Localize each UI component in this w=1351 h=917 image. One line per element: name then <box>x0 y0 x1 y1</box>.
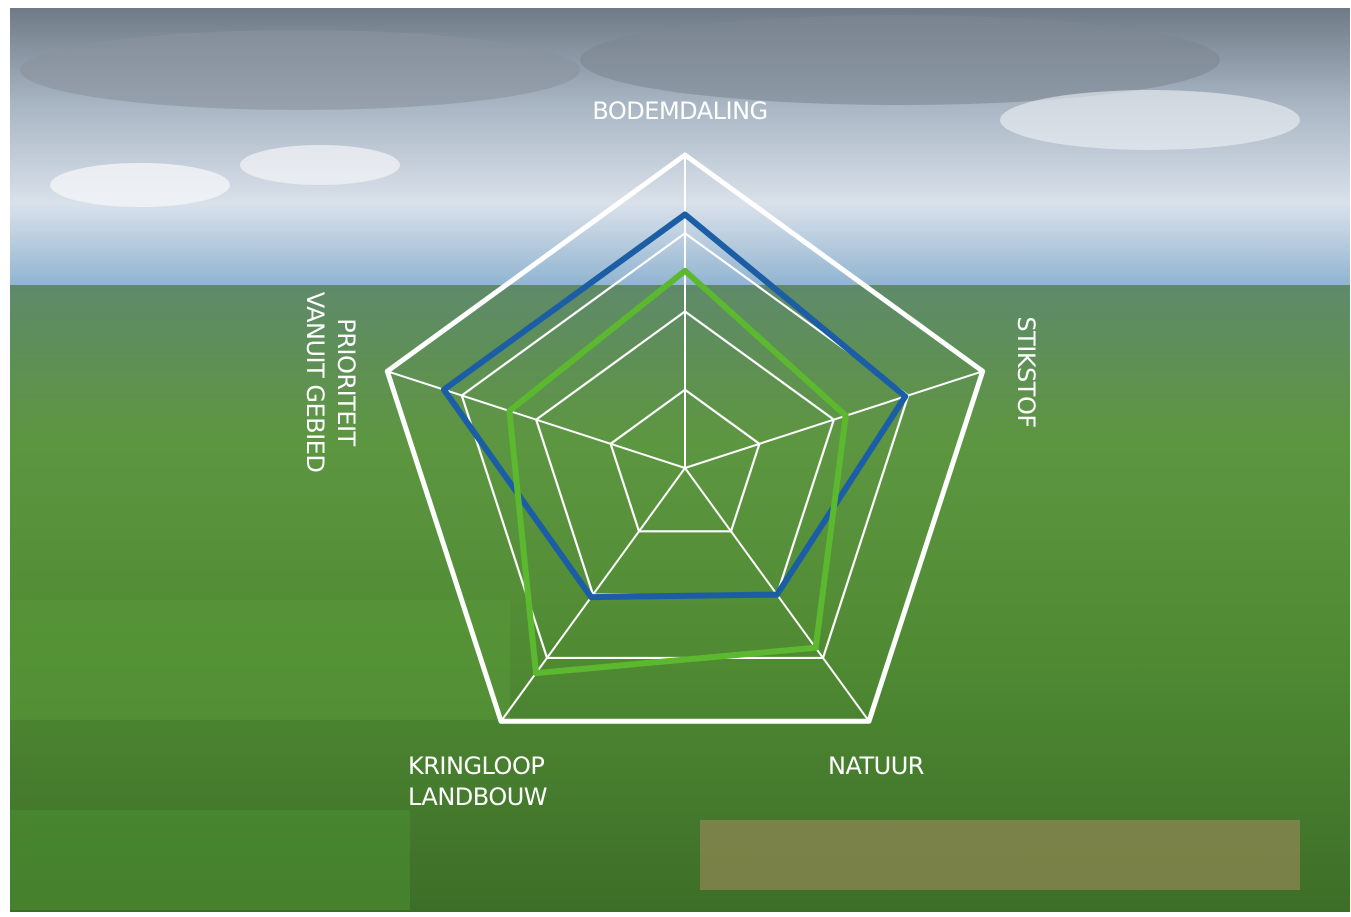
axis-label: BODEMDALING <box>592 97 767 125</box>
chart: BODEMDALINGSTIKSTOFNATUURKRINGLOOPLANDBO… <box>0 0 1351 913</box>
axis-label: STIKSTOF <box>1012 316 1040 427</box>
axis-label: NATUUR <box>828 752 924 780</box>
page: BODEMDALINGSTIKSTOFNATUURKRINGLOOPLANDBO… <box>0 0 1351 913</box>
background-photo <box>10 8 1350 912</box>
